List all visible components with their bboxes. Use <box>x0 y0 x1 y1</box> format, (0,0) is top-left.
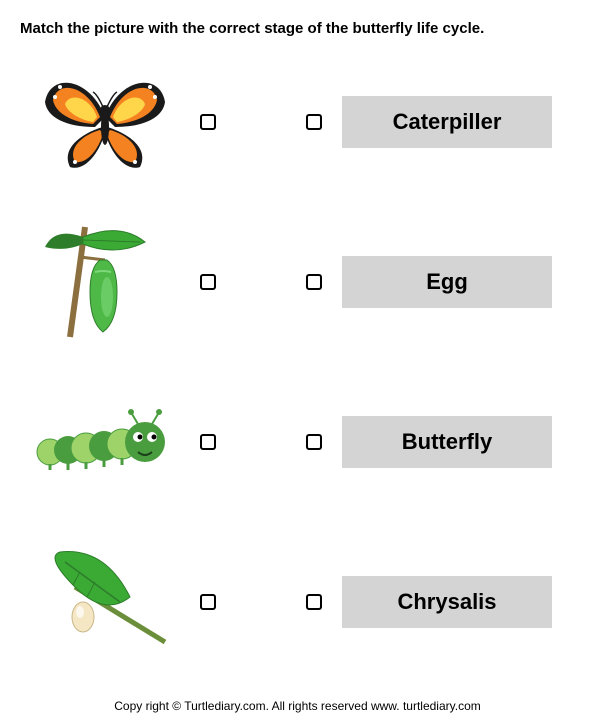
match-row: Butterfly <box>30 387 575 497</box>
stage-label: Butterfly <box>342 416 552 468</box>
stage-label: Egg <box>342 256 552 308</box>
left-checkbox[interactable] <box>200 594 216 610</box>
picture-caterpillar <box>30 387 180 497</box>
matching-rows: Caterpiller Egg <box>20 67 575 657</box>
picture-chrysalis <box>30 227 180 337</box>
match-row: Caterpiller <box>30 67 575 177</box>
left-checkbox[interactable] <box>200 434 216 450</box>
left-checkbox[interactable] <box>200 274 216 290</box>
picture-butterfly <box>30 67 180 177</box>
left-checkbox[interactable] <box>200 114 216 130</box>
stage-label: Caterpiller <box>342 96 552 148</box>
picture-egg <box>30 547 180 657</box>
right-checkbox[interactable] <box>306 274 322 290</box>
match-row: Egg <box>30 227 575 337</box>
footer-copyright: Copy right © Turtlediary.com. All rights… <box>0 699 595 713</box>
right-checkbox[interactable] <box>306 434 322 450</box>
right-checkbox[interactable] <box>306 114 322 130</box>
stage-label: Chrysalis <box>342 576 552 628</box>
right-checkbox[interactable] <box>306 594 322 610</box>
instruction-text: Match the picture with the correct stage… <box>20 20 575 37</box>
match-row: Chrysalis <box>30 547 575 657</box>
